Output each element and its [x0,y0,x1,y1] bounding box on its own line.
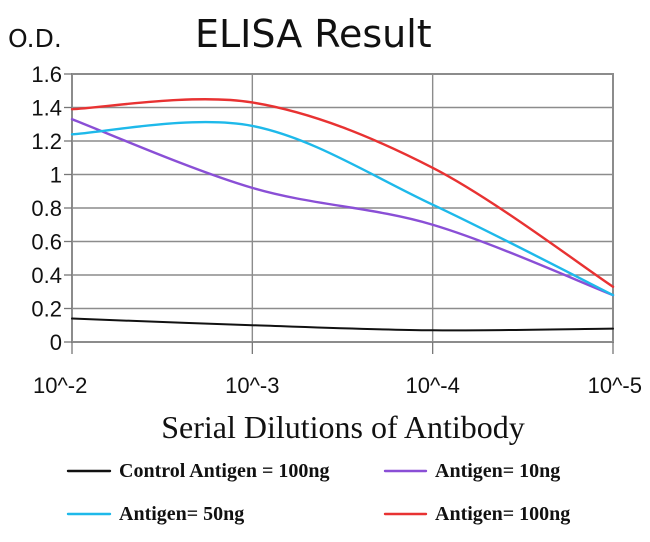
x-tick-label: 10^-5 [588,373,642,398]
x-axis-label: Serial Dilutions of Antibody [161,409,525,445]
plot-area [70,73,615,343]
y-tick-label: 1.4 [31,96,62,121]
chart-title: ELISA Result [195,12,432,56]
legend: Control Antigen = 100ng Antigen= 10ng Anti… [66,460,570,525]
series-lines [70,98,615,332]
legend-label: Antigen= 100ng [435,503,570,525]
grid-lines [72,74,613,342]
y-axis-label: O.D. [8,24,62,53]
y-tick-label: 1.2 [31,129,62,154]
x-tick-label: 10^-3 [225,373,279,398]
y-tick-label: 1.6 [31,62,62,87]
x-tick-label: 10^-4 [405,373,459,398]
x-tick-label: 10^-2 [33,373,87,398]
legend-label: Control Antigen = 100ng [119,460,330,482]
y-tick-label: 0.4 [31,263,62,288]
series-line-3 [70,120,615,297]
y-tick-label: 0.2 [31,297,62,322]
y-axis-ticks: 0 0.2 0.4 0.6 0.8 1 1.2 1.4 1.6 [31,62,72,355]
y-tick-label: 0.8 [31,196,62,221]
y-tick-label: 0.6 [31,230,62,255]
legend-label: Antigen= 50ng [119,503,244,525]
series-line-2 [70,118,615,297]
y-tick-label: 0 [50,330,62,355]
legend-label: Antigen= 10ng [435,460,560,482]
x-axis-ticks: 10^-2 10^-3 10^-4 10^-5 [33,342,642,398]
series-line-4 [70,98,615,288]
y-tick-label: 1 [50,163,62,188]
series-line-1 [71,317,614,332]
